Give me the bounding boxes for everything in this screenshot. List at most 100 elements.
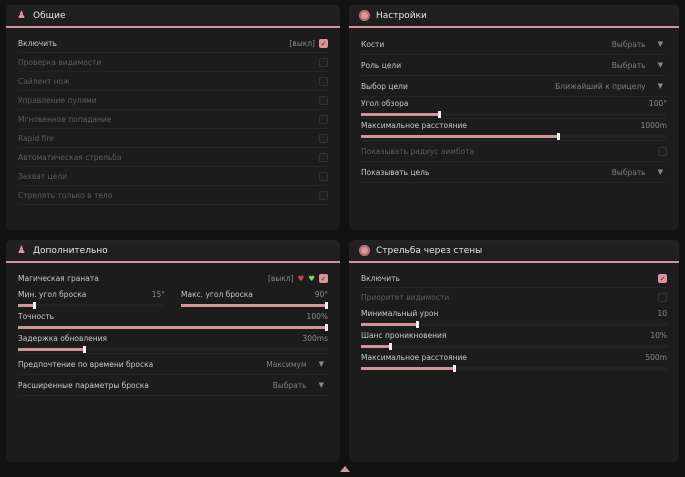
general-item[interactable]: Мгновенное попадание [18,110,328,129]
general-item[interactable]: Включить [выкл] ✓ [18,34,328,53]
checkbox[interactable] [319,133,328,143]
value: 100° [648,99,667,108]
slider-track[interactable] [361,321,667,328]
settings-header: Настройки [349,5,679,28]
fov-slider[interactable]: Угол обзора 100° [361,97,667,119]
max-distance-slider[interactable]: Максимальное расстояние 1000m [361,119,667,141]
general-item[interactable]: Стрелять только в тело [18,186,328,205]
throw-advanced-dropdown[interactable]: Расширенные параметры броска Выбрать ▼ [18,375,328,396]
target-select-dropdown[interactable]: Выбор цели Ближайший к прицелу ▼ [361,76,667,97]
keybind-state[interactable]: [выкл] [268,274,294,283]
slider-handle[interactable] [452,365,456,372]
slider-fill [361,135,560,138]
checkbox[interactable] [658,293,667,302]
checkbox[interactable] [319,114,328,124]
chevron-down-icon: ▼ [657,82,663,90]
slider-track[interactable] [18,302,165,309]
slider-track[interactable] [361,365,667,372]
checkbox[interactable] [658,146,667,156]
chevron-down-icon: ▼ [657,168,663,176]
chevron-down-icon: ▼ [318,360,324,368]
value: 15° [151,290,165,299]
throw-preference-dropdown[interactable]: Предпочтение по времени броска Максимум ▼ [18,354,328,375]
chevron-down-icon: ▼ [657,61,663,69]
slider-handle[interactable] [325,324,328,331]
general-item[interactable]: Сайлент нож [18,72,328,91]
user-group-icon: ♟ [17,10,26,21]
show-radius-checkbox[interactable]: Показывать радиус аимбота [361,141,667,162]
general-item[interactable]: Захват цели [18,167,328,186]
slider-track[interactable] [181,302,328,309]
bones-dropdown[interactable]: Кости Выбрать ▼ [361,34,667,55]
slider-track[interactable] [361,111,667,118]
heart-icon-green[interactable]: ♥ [308,274,315,283]
show-target-dropdown[interactable]: Показывать цель Выбрать ▼ [361,162,667,183]
checkbox[interactable]: ✓ [319,274,328,283]
value: Ближайший к прицелу [555,81,646,91]
general-list: Включить [выкл] ✓ Проверка видимости Сайлент… [6,28,340,205]
general-header: ♟ Общие [6,5,340,28]
label: Расширенные параметры броска [18,380,149,390]
label: Включить [18,38,57,48]
slider-fill [18,304,36,307]
slider-track[interactable] [361,133,667,140]
keybind-state[interactable]: [выкл] [289,38,315,48]
chevron-down-icon: ▼ [657,40,663,48]
chevron-down-icon: ▼ [318,381,324,389]
slider-track[interactable] [361,343,667,350]
min-damage-slider[interactable]: Минимальный урон 10 [361,307,667,329]
label: Минимальный урон [361,309,439,318]
checkbox[interactable] [319,190,328,200]
general-item[interactable]: Rapid fire [18,129,328,148]
heart-icon[interactable]: ♥ [297,274,305,283]
visibility-priority-checkbox[interactable]: Приоритет видимости [361,288,667,307]
checkbox[interactable] [319,171,328,181]
panel-title: Общие [33,10,66,21]
slider-handle[interactable] [83,346,87,353]
min-angle-slider[interactable]: Мин. угол броска 15° [18,288,165,310]
general-item[interactable]: Автоматическая стрельба [18,148,328,167]
label: Точность [18,312,55,321]
slider-handle[interactable] [388,343,392,350]
accuracy-slider[interactable]: Точность 100% [18,310,328,332]
max-angle-slider[interactable]: Макс. угол броска 90° [181,288,328,310]
slider-handle[interactable] [325,302,328,309]
value: Выбрать [611,60,646,70]
slider-handle[interactable] [416,321,420,328]
value: 500m [645,353,667,362]
delay-slider[interactable]: Задержка обновления 300ms [18,332,328,354]
slider-fill [18,326,328,329]
slider-fill [181,304,328,307]
value: 10 [657,309,667,318]
label: Включить [361,273,400,283]
slider-handle[interactable] [32,302,36,309]
walls-enable-checkbox[interactable]: Включить ✓ [361,269,667,288]
checkbox[interactable] [319,57,328,67]
flower-icon [359,10,370,21]
value: Максимум [266,359,307,369]
label: Магическая граната [18,274,99,283]
checkbox[interactable] [319,152,328,162]
target-role-dropdown[interactable]: Роль цели Выбрать ▼ [361,55,667,76]
label: Мгновенное попадание [18,114,112,124]
checkbox[interactable] [319,95,328,105]
checkbox[interactable] [319,76,328,86]
label: Приоритет видимости [361,293,450,302]
panel-title: Стрельба через стены [376,245,483,256]
collapse-arrow-icon[interactable] [340,466,350,472]
penetration-chance-slider[interactable]: Шанс проникновения 10% [361,329,667,351]
label: Задержка обновления [18,334,108,343]
label: Мин. угол броска [18,290,87,299]
slider-track[interactable] [18,324,328,331]
walls-max-distance-slider[interactable]: Максимальное расстояние 500m [361,351,667,373]
slider-handle[interactable] [556,133,560,140]
checkbox[interactable]: ✓ [658,273,667,283]
value: Выбрать [611,167,646,177]
value: 1000m [640,121,667,130]
label: Показывать цель [361,167,430,177]
general-item[interactable]: Управление пулями [18,91,328,110]
slider-handle[interactable] [437,111,441,118]
slider-track[interactable] [18,346,328,353]
checkbox[interactable]: ✓ [319,38,328,48]
general-item[interactable]: Проверка видимости [18,53,328,72]
